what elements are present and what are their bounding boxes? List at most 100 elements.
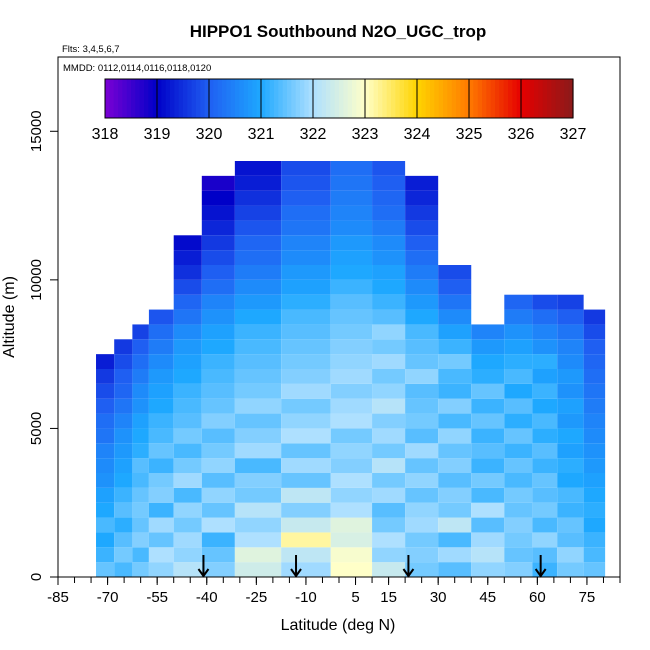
colorbar-swatch <box>386 79 392 118</box>
heatmap-cell <box>532 413 558 429</box>
heatmap-cell <box>148 547 174 563</box>
heatmap-cell <box>281 265 331 280</box>
heatmap-cell <box>372 532 406 548</box>
colorbar-swatch <box>551 79 557 118</box>
heatmap-cell <box>201 235 235 251</box>
heatmap-cell <box>471 517 505 533</box>
heatmap-cell <box>201 517 235 533</box>
heatmap-cell <box>201 413 235 429</box>
heatmap-cell <box>583 339 606 355</box>
heatmap-cell <box>405 532 439 548</box>
colorbar-swatch <box>399 79 405 118</box>
heatmap-cell <box>405 398 439 414</box>
heatmap-cell <box>330 205 373 221</box>
heatmap-cell <box>557 398 584 414</box>
heatmap-cell <box>504 517 533 533</box>
colorbar-swatch <box>291 79 297 118</box>
heatmap-cell <box>438 532 472 548</box>
heatmap-cell <box>583 473 606 488</box>
heatmap-cell <box>201 502 235 518</box>
heatmap-cell <box>372 502 406 518</box>
heatmap-cell <box>330 458 373 473</box>
heatmap-cell <box>114 369 133 384</box>
heatmap-cell <box>234 309 282 325</box>
heatmap-cell <box>372 309 406 325</box>
heatmap-cell <box>234 161 282 176</box>
heatmap-cell <box>583 443 606 459</box>
heatmap-cell <box>330 413 373 429</box>
heatmap-cell <box>234 413 282 429</box>
colorbar-swatch <box>109 79 115 118</box>
colorbar-swatch <box>495 79 500 118</box>
heatmap-cell <box>372 324 406 340</box>
heatmap-cell <box>557 443 584 459</box>
heatmap-cell <box>132 413 149 429</box>
colorbar-swatch <box>512 79 518 118</box>
colorbar-swatch <box>217 79 223 118</box>
heatmap-cell <box>201 443 235 459</box>
heatmap-cell <box>557 562 584 577</box>
heatmap-cell <box>201 279 235 295</box>
arrow-markers <box>197 555 547 578</box>
heatmap-cell <box>532 324 558 340</box>
colorbar-swatch <box>360 79 366 118</box>
heatmap-cell <box>132 487 149 503</box>
heatmap-cell <box>148 383 174 399</box>
heatmap-cell <box>281 220 331 236</box>
heatmap-cell <box>234 398 282 414</box>
heatmap-cell <box>504 532 533 548</box>
heatmap-cell <box>583 562 606 577</box>
heatmap-cell <box>330 369 373 384</box>
heatmap-cell <box>234 294 282 310</box>
heatmap-cell <box>114 458 133 473</box>
colorbar-swatch <box>235 79 240 118</box>
colorbar-swatch <box>451 79 457 118</box>
heatmap-cell <box>504 324 533 340</box>
heatmap-cell <box>330 235 373 251</box>
heatmap-cell <box>201 562 235 577</box>
colorbar-swatch <box>152 79 158 118</box>
colorbar-swatch <box>282 79 288 118</box>
heatmap-cell <box>281 369 331 384</box>
heatmap-cell <box>532 473 558 488</box>
heatmap-cell <box>372 369 406 384</box>
colorbar-swatch <box>499 79 505 118</box>
heatmap-cell <box>281 324 331 340</box>
heatmap-cell <box>471 383 505 399</box>
colorbar-swatch <box>438 79 444 118</box>
heatmap-cell <box>532 383 558 399</box>
heatmap-cell <box>96 383 115 399</box>
colorbar-swatch <box>313 79 318 118</box>
heatmap-cell <box>438 294 472 310</box>
heatmap-cell <box>132 398 149 414</box>
heatmap-cell <box>532 428 558 444</box>
colorbar-swatch <box>204 79 210 118</box>
heatmap-cell <box>557 383 584 399</box>
heatmap-cell <box>405 502 439 518</box>
heatmap-cell <box>438 473 472 488</box>
colorbar-swatch <box>477 79 483 118</box>
colorbar-swatch <box>183 79 188 118</box>
colorbar-swatch <box>317 79 323 118</box>
heatmap-cell <box>504 383 533 399</box>
heatmap-cell <box>281 502 331 518</box>
heatmap-cell <box>532 398 558 414</box>
colorbar-swatch <box>486 79 492 118</box>
heatmap-cell <box>504 443 533 459</box>
heatmap-cell <box>532 532 558 548</box>
heatmap-cell <box>234 279 282 295</box>
colorbar-swatch <box>525 79 531 118</box>
heatmap-cell <box>557 502 584 518</box>
colorbar-swatch <box>378 79 383 118</box>
colorbar-swatch <box>213 79 219 118</box>
colorbar-tick-label: 327 <box>560 126 587 143</box>
heatmap-cell <box>438 398 472 414</box>
heatmap-cell <box>405 294 439 310</box>
heatmap-cell <box>583 413 606 429</box>
heatmap-cell <box>330 517 373 533</box>
colorbar-swatch <box>135 79 141 118</box>
colorbar-swatch <box>443 79 448 118</box>
colorbar-tick-label: 320 <box>196 126 223 143</box>
heatmap-cell <box>234 517 282 533</box>
